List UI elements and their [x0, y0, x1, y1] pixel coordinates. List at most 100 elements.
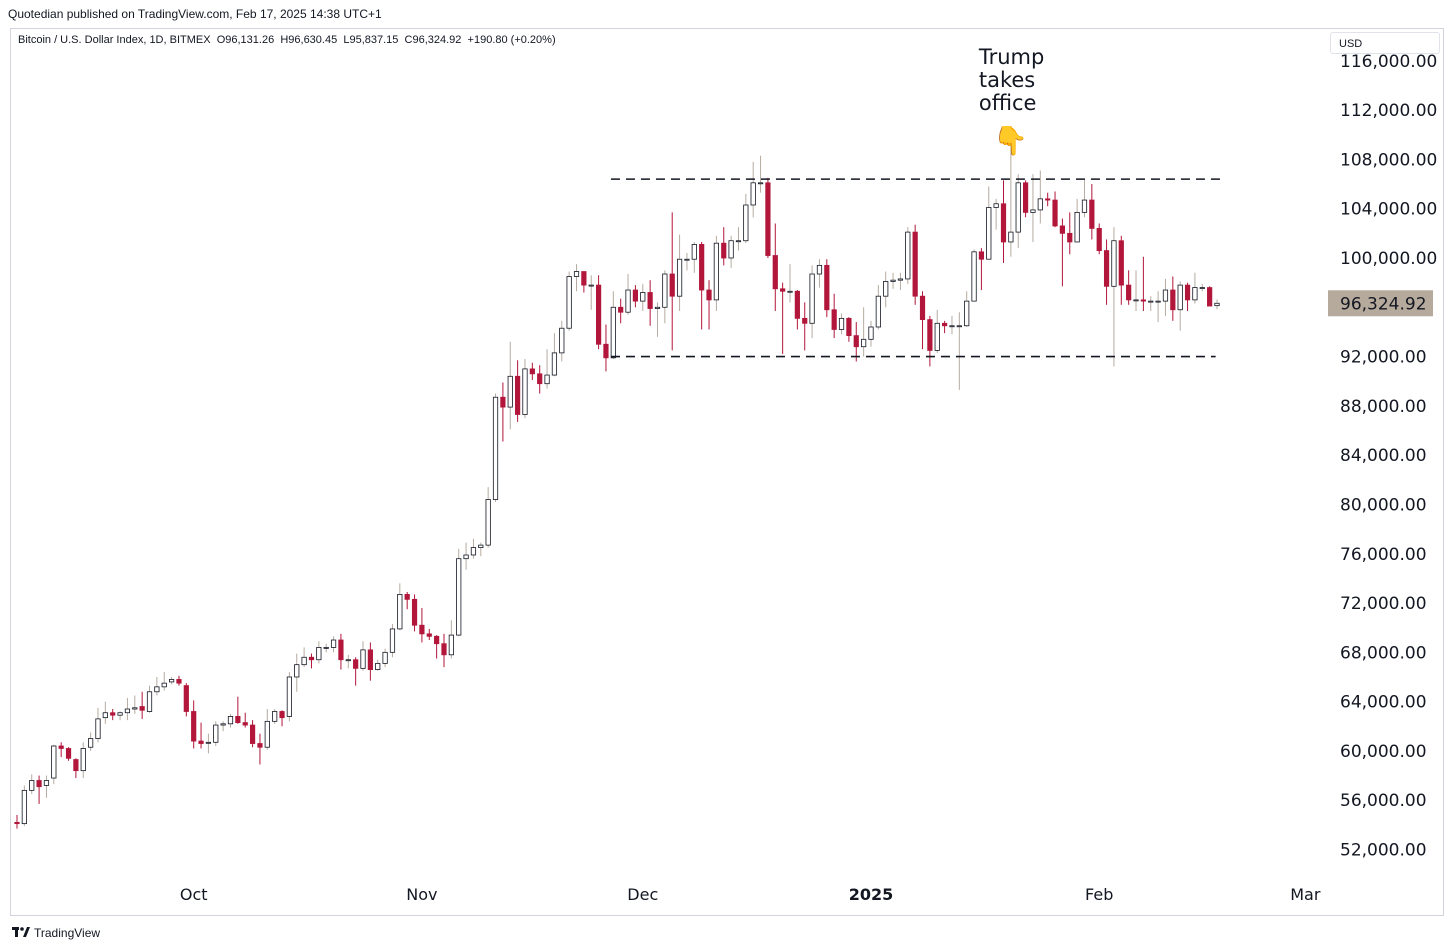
candle-body: [1008, 231, 1014, 243]
candle: [978, 248, 985, 291]
candle: [581, 271, 587, 293]
candle: [308, 653, 315, 669]
candle: [875, 285, 881, 330]
symbol-legend: Bitcoin / U.S. Dollar Index, 1D, BITMEX …: [18, 34, 556, 46]
candle: [640, 283, 646, 311]
candle-body: [279, 711, 285, 719]
candle: [183, 683, 189, 717]
candle: [191, 700, 197, 749]
currency-selector[interactable]: USD: [1330, 32, 1440, 54]
candle-body: [971, 251, 977, 302]
candle-body: [654, 306, 661, 309]
candle-body: [456, 558, 462, 636]
brand-footer[interactable]: TradingView: [12, 926, 100, 940]
candle-body: [1155, 300, 1161, 303]
candle-body: [14, 822, 20, 825]
candle: [448, 620, 454, 659]
candle: [249, 720, 256, 748]
candle-body: [1037, 198, 1043, 211]
candle-body: [1199, 287, 1205, 289]
candle: [1000, 180, 1007, 263]
brand-name: TradingView: [34, 926, 101, 940]
annotation-text-line: office: [979, 91, 1037, 115]
candle: [780, 282, 786, 355]
candle-body: [397, 594, 403, 630]
candle: [588, 275, 594, 310]
candle: [942, 320, 948, 334]
candle: [1155, 291, 1161, 323]
candle: [404, 591, 410, 610]
legend-high: H96,630.45: [280, 34, 338, 46]
candle-body: [853, 335, 859, 348]
time-axis: Oct Nov Dec 2025 Feb Mar: [180, 885, 1321, 904]
legend-open: O96,131.26: [216, 34, 275, 46]
candle: [1037, 170, 1043, 224]
candle: [29, 774, 35, 795]
candle: [662, 270, 668, 324]
time-tick-label: 2025: [849, 885, 894, 904]
candle-body: [529, 368, 535, 375]
candle: [375, 659, 381, 671]
candle: [971, 249, 977, 302]
candle-body: [794, 290, 800, 319]
candle-body: [191, 711, 197, 742]
price-tick-label: 84,000.00: [1340, 446, 1427, 466]
candle: [345, 654, 351, 669]
candle: [802, 302, 808, 351]
candle: [1184, 282, 1191, 311]
candle-body: [227, 716, 234, 725]
candle: [912, 224, 918, 305]
candle: [367, 642, 373, 681]
candle-body: [139, 706, 145, 711]
candle-body: [573, 271, 580, 277]
price-tick-label: 100,000.00: [1340, 249, 1437, 269]
candle: [102, 701, 108, 724]
candle-body: [448, 634, 454, 656]
candle-body: [272, 711, 278, 722]
candle: [647, 280, 653, 326]
candle-body: [375, 663, 381, 670]
candle-body: [551, 352, 558, 376]
candle: [213, 721, 219, 746]
candle-body: [986, 207, 992, 260]
price-tick-label: 68,000.00: [1340, 643, 1427, 663]
candle-body: [691, 244, 697, 260]
candle: [21, 785, 27, 827]
candle-body: [1207, 287, 1213, 307]
price-tick-label: 72,000.00: [1340, 594, 1427, 614]
candle-body: [897, 278, 904, 281]
candle-body: [1015, 182, 1021, 233]
candle: [1133, 270, 1139, 311]
candle: [323, 643, 329, 653]
candle: [124, 697, 131, 721]
candle: [294, 653, 300, 692]
candle-body: [485, 499, 491, 546]
candle-body: [816, 264, 823, 275]
candle-body: [73, 759, 79, 772]
candle: [161, 672, 167, 691]
candle-body: [566, 276, 572, 329]
candle: [522, 359, 528, 419]
candle: [58, 742, 64, 758]
candle-body: [912, 231, 918, 297]
candle: [470, 538, 477, 559]
price-tick-label: 108,000.00: [1340, 150, 1437, 170]
candle: [831, 293, 837, 339]
candle: [772, 223, 778, 311]
candle-body: [110, 712, 116, 716]
candle-body: [242, 722, 248, 726]
candle-body: [728, 240, 734, 259]
candle-body: [1192, 287, 1198, 301]
candle: [728, 235, 734, 268]
candle-body: [735, 240, 742, 243]
candle-body: [846, 317, 852, 337]
candle-body: [956, 325, 962, 328]
candle: [434, 635, 440, 659]
candle-body: [765, 182, 771, 256]
candle-body: [1081, 199, 1088, 213]
candle: [1074, 198, 1080, 243]
candle-body: [964, 300, 970, 327]
price-axis: 52,000.00 56,000.00 60,000.00 64,000.00 68,0…: [1328, 52, 1437, 861]
candle-body: [772, 255, 778, 290]
